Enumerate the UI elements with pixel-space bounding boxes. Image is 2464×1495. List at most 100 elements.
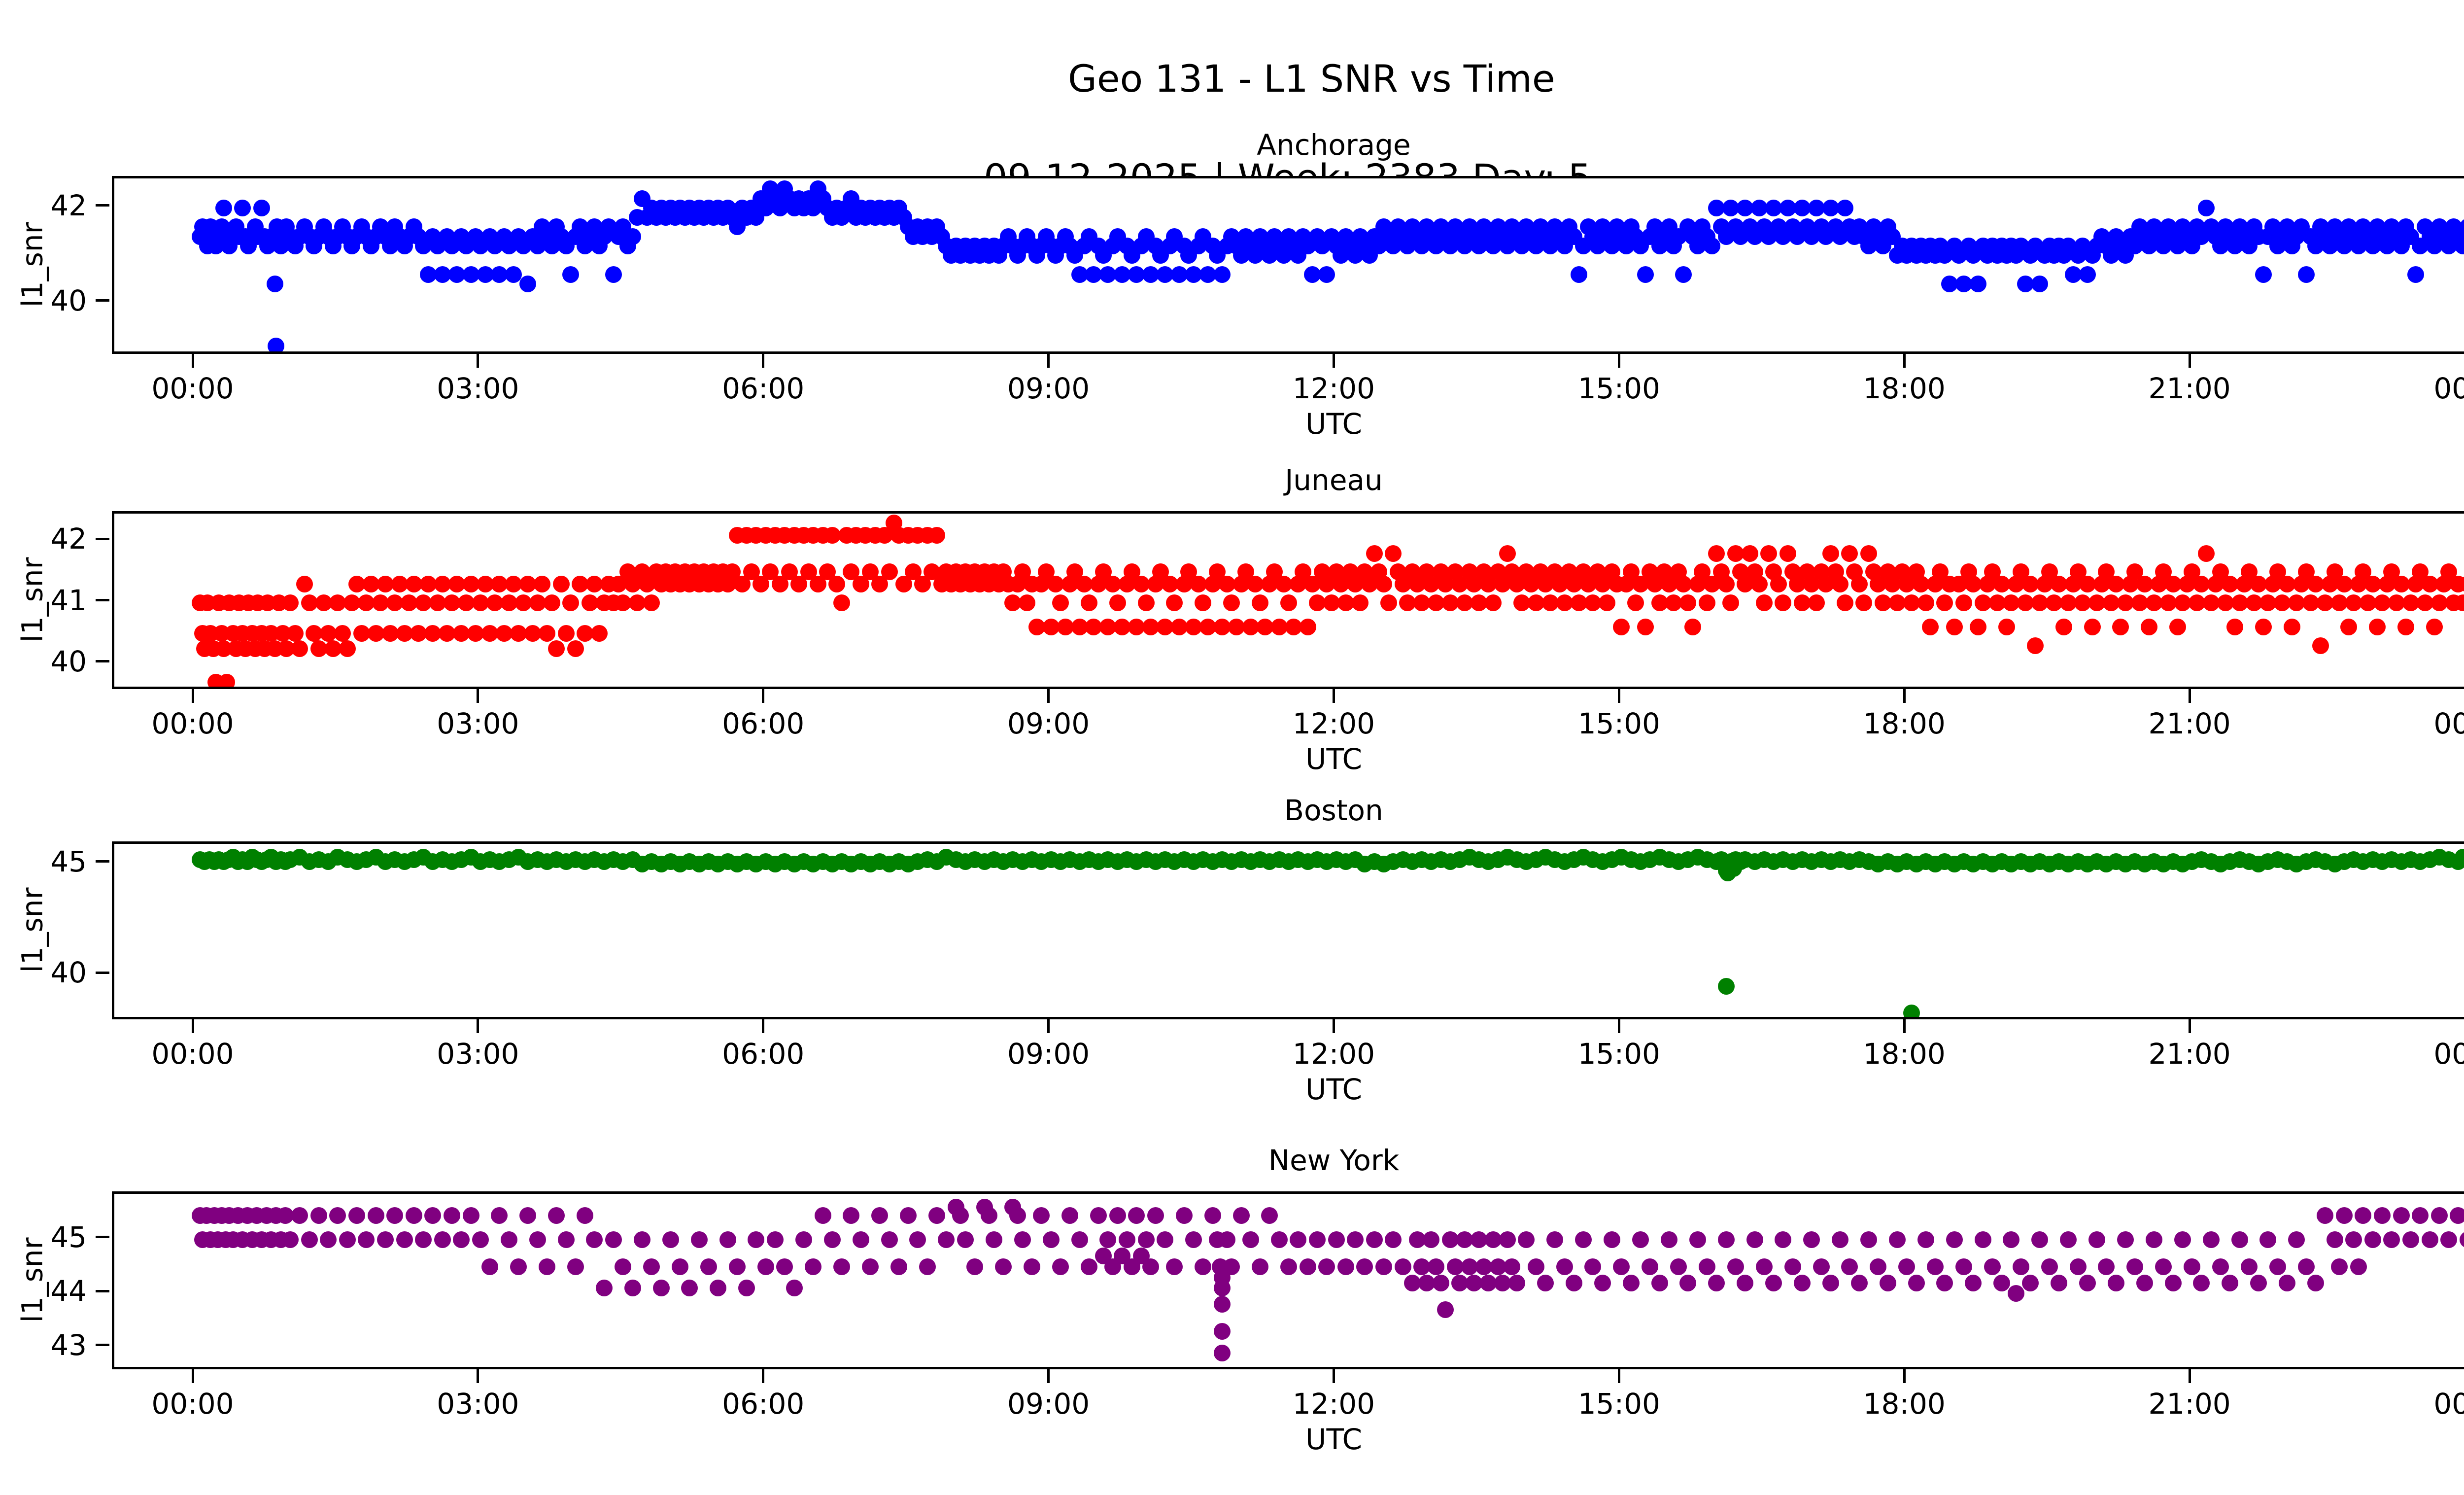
x-tick-label: 21:00 bbox=[2148, 707, 2231, 740]
data-point bbox=[1637, 266, 1654, 283]
x-tick-mark: 15:00 bbox=[1578, 689, 1660, 740]
x-tick-label: 00:00 bbox=[2433, 1037, 2464, 1071]
data-point bbox=[296, 576, 313, 593]
data-point bbox=[538, 625, 555, 642]
data-point bbox=[268, 337, 285, 351]
data-point bbox=[367, 625, 384, 642]
data-point bbox=[1808, 199, 1825, 216]
data-point bbox=[448, 266, 465, 283]
y-tick-label: 41 bbox=[50, 583, 87, 617]
data-point bbox=[1822, 199, 1839, 216]
data-point bbox=[562, 266, 580, 283]
data-point bbox=[324, 640, 342, 657]
y-tick-label: 45 bbox=[50, 1220, 87, 1254]
data-point bbox=[386, 594, 404, 611]
data-point bbox=[462, 266, 479, 283]
data-point bbox=[467, 625, 484, 642]
data-point bbox=[434, 576, 451, 593]
data-point bbox=[320, 625, 337, 642]
y-tick-label: 40 bbox=[50, 644, 87, 678]
y-tick-mark: 42 bbox=[50, 189, 109, 222]
x-tick-label: 00:00 bbox=[151, 372, 234, 405]
x-tick-label: 18:00 bbox=[1863, 372, 1946, 405]
data-point bbox=[491, 576, 508, 593]
data-point bbox=[643, 594, 660, 611]
data-point bbox=[372, 594, 389, 611]
data-point bbox=[1028, 619, 1045, 636]
data-point bbox=[1019, 594, 1036, 611]
data-point bbox=[415, 594, 432, 611]
x-tick-mark: 21:00 bbox=[2149, 1369, 2231, 1421]
x-tick-label: 06:00 bbox=[722, 1037, 805, 1071]
x-tick-label: 00:00 bbox=[151, 707, 234, 740]
x-tick-mark: 06:00 bbox=[722, 1369, 804, 1421]
x-tick-label: 00:00 bbox=[2433, 372, 2464, 405]
data-point bbox=[605, 266, 622, 283]
data-point bbox=[2198, 199, 2215, 216]
y-tick-label: 43 bbox=[50, 1328, 87, 1362]
data-point bbox=[353, 625, 370, 642]
data-point bbox=[548, 640, 565, 657]
y-tick-mark: 44 bbox=[50, 1274, 109, 1308]
data-point bbox=[439, 625, 456, 642]
data-point bbox=[1128, 266, 1145, 283]
data-point bbox=[215, 199, 232, 216]
data-point bbox=[1185, 266, 1202, 283]
data-point bbox=[301, 594, 318, 611]
data-point bbox=[1213, 266, 1231, 283]
x-tick-mark: 18:00 bbox=[1863, 689, 1946, 740]
data-point bbox=[315, 594, 332, 611]
y-tick-mark: 45 bbox=[50, 845, 109, 878]
plot-axes bbox=[112, 511, 2464, 689]
data-point bbox=[481, 625, 499, 642]
x-tick-label: 06:00 bbox=[722, 707, 805, 740]
data-point bbox=[2255, 266, 2272, 283]
y-axis-label: l1_snr bbox=[15, 222, 49, 307]
data-point bbox=[624, 228, 641, 245]
x-tick-mark: 18:00 bbox=[1863, 1369, 1946, 1421]
data-point bbox=[1793, 199, 1811, 216]
x-tick-mark: 00:00 bbox=[151, 354, 234, 405]
data-point bbox=[1751, 199, 1768, 216]
data-point bbox=[529, 594, 546, 611]
data-point bbox=[1969, 276, 1986, 293]
data-point bbox=[291, 640, 308, 657]
x-tick-mark: 09:00 bbox=[1007, 354, 1090, 405]
data-point bbox=[881, 563, 898, 581]
data-point bbox=[629, 594, 646, 611]
x-axis-label: UTC bbox=[1305, 742, 1362, 776]
y-tick-label: 42 bbox=[50, 188, 87, 222]
data-point bbox=[477, 266, 494, 283]
data-point bbox=[362, 576, 379, 593]
x-tick-label: 09:00 bbox=[1007, 372, 1090, 405]
data-point bbox=[2459, 218, 2464, 236]
y-tick-label: 45 bbox=[50, 844, 87, 878]
x-tick-mark: 18:00 bbox=[1863, 1019, 1946, 1071]
x-tick-label: 18:00 bbox=[1863, 1387, 1946, 1421]
data-point bbox=[401, 594, 418, 611]
data-point bbox=[391, 576, 408, 593]
data-point bbox=[457, 594, 475, 611]
x-tick-mark: 12:00 bbox=[1293, 689, 1375, 740]
data-point bbox=[505, 576, 522, 593]
data-point bbox=[1780, 199, 1797, 216]
x-tick-label: 00:00 bbox=[151, 1037, 234, 1071]
x-tick-mark: 15:00 bbox=[1578, 1019, 1660, 1071]
data-point bbox=[358, 594, 375, 611]
x-tick-mark: 03:00 bbox=[437, 354, 519, 405]
x-tick-mark: 00:00 bbox=[151, 1369, 234, 1421]
data-point bbox=[443, 594, 460, 611]
data-point bbox=[396, 625, 413, 642]
y-tick-mark: 40 bbox=[50, 645, 109, 678]
data-point bbox=[2031, 276, 2049, 293]
data-point bbox=[405, 576, 422, 593]
x-axis: 00:00 03:00 06:00 09:00 12:00 15:00 18:00 21:00… bbox=[112, 511, 2464, 740]
x-axis-label: UTC bbox=[1305, 1423, 1362, 1456]
data-point bbox=[586, 576, 603, 593]
data-point bbox=[267, 276, 284, 293]
subplot-title: Anchorage bbox=[1257, 128, 1411, 162]
data-point bbox=[472, 594, 489, 611]
data-point bbox=[424, 625, 442, 642]
x-tick-mark: 12:00 bbox=[1293, 1369, 1375, 1421]
data-point bbox=[448, 576, 465, 593]
